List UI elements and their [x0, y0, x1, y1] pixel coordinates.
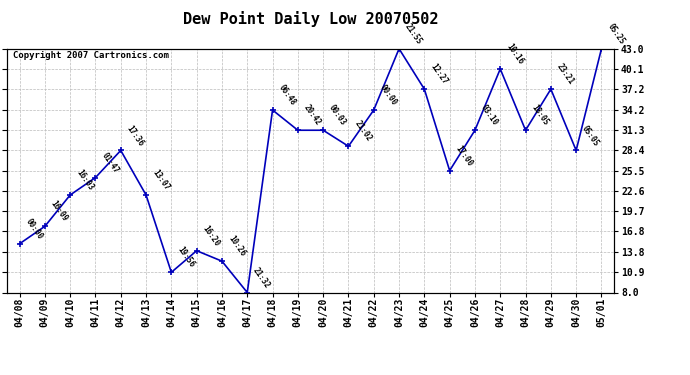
Text: 06:48: 06:48 [277, 83, 297, 107]
Text: 21:02: 21:02 [353, 119, 373, 144]
Text: Copyright 2007 Cartronics.com: Copyright 2007 Cartronics.com [13, 51, 169, 60]
Text: 10:16: 10:16 [504, 42, 525, 66]
Text: 00:00: 00:00 [23, 217, 44, 241]
Text: 00:03: 00:03 [327, 104, 348, 128]
Text: 19:56: 19:56 [175, 245, 196, 270]
Text: 05:25: 05:25 [606, 22, 627, 46]
Text: 05:05: 05:05 [580, 123, 601, 148]
Text: 13:07: 13:07 [150, 168, 171, 192]
Text: 12:27: 12:27 [428, 62, 449, 86]
Text: Dew Point Daily Low 20070502: Dew Point Daily Low 20070502 [183, 11, 438, 27]
Text: 21:32: 21:32 [251, 266, 272, 290]
Text: 16:20: 16:20 [201, 224, 221, 248]
Text: 03:10: 03:10 [479, 104, 500, 128]
Text: 20:42: 20:42 [302, 104, 323, 128]
Text: 17:36: 17:36 [125, 123, 146, 148]
Text: 16:09: 16:09 [49, 200, 70, 223]
Text: 21:55: 21:55 [403, 22, 424, 46]
Text: 18:05: 18:05 [530, 104, 551, 128]
Text: 10:26: 10:26 [226, 234, 247, 258]
Text: 17:00: 17:00 [454, 144, 475, 168]
Text: 01:47: 01:47 [99, 151, 120, 175]
Text: 16:03: 16:03 [75, 168, 95, 192]
Text: 00:00: 00:00 [378, 83, 399, 107]
Text: 23:21: 23:21 [555, 62, 575, 86]
